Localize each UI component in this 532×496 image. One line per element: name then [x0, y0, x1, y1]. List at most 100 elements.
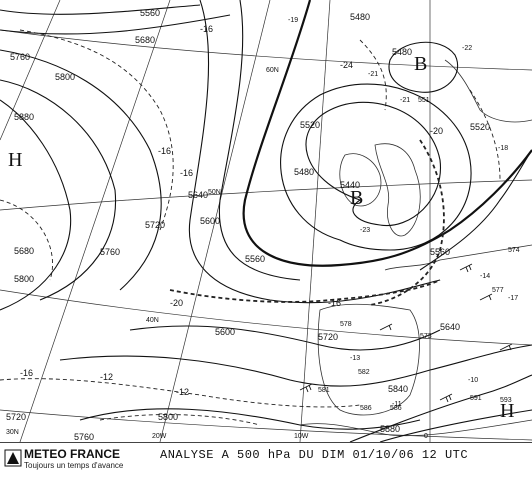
geopotential-label: 5840: [388, 384, 408, 394]
brand-name: METEO FRANCE: [24, 447, 120, 461]
parallel-30n: [0, 409, 532, 441]
station-label: -13: [350, 355, 360, 362]
contour-5560: [218, 0, 301, 281]
meridian-20w: [159, 0, 271, 442]
france-coast: [384, 244, 532, 271]
meridian-40w: [0, 0, 61, 141]
brand-tagline: Toujours un temps d'avance: [24, 461, 124, 470]
station-label: 591: [470, 395, 482, 402]
geopotential-label: 5480: [350, 12, 370, 22]
contour-5800-s: [79, 408, 421, 430]
meridian-10w: [299, 0, 331, 442]
geopotential-label: 5760: [100, 247, 120, 257]
station-label: -10: [468, 377, 478, 384]
geopotential-label: 5560: [245, 254, 265, 264]
low-center-ireland: B: [350, 187, 363, 209]
geopotential-label: 5560: [430, 247, 450, 257]
geopotential-label: 5600: [215, 327, 235, 337]
contour-5760: [59, 344, 532, 387]
geopotential-label: 5800: [55, 72, 75, 82]
geopotential-label: 5680: [14, 246, 34, 256]
weather-map: H B B H 5560 5760 5680 5800 5880 5680 58…: [0, 0, 532, 442]
station-label: 582: [358, 369, 370, 376]
wind-barb: [459, 263, 473, 273]
contour-5880-w: [0, 99, 72, 311]
contour-5800-w: [0, 79, 117, 301]
grid-label-0: 0: [424, 433, 428, 440]
temperature-label: -20: [430, 126, 443, 136]
station-label: 586: [360, 405, 372, 412]
station-label: -18: [498, 145, 508, 152]
station-label: -14: [480, 273, 490, 280]
temperature-label: -16: [180, 168, 193, 178]
meridian-30w: [19, 0, 171, 442]
contour-5480-low: [280, 83, 472, 251]
temperature-label: -20: [170, 298, 183, 308]
geopotential-label: 5640: [440, 322, 460, 332]
grid-label-30n: 30N: [6, 429, 19, 436]
graticule: [0, 0, 532, 442]
station-label: 578: [340, 321, 352, 328]
temperature-label: -24: [340, 60, 353, 70]
station-label: -11: [392, 401, 402, 408]
geopotential-label: 5720: [145, 220, 165, 230]
analysis-title: ANALYSE A 500 hPa DU DIM 01/10/06 12 UTC: [160, 448, 469, 462]
high-center-west: H: [8, 149, 22, 171]
geopotential-label: 5480: [392, 47, 412, 57]
geopotential-label: 5720: [318, 332, 338, 342]
grid-label-60n: 60N: [266, 67, 279, 74]
low-center-north: B: [414, 53, 427, 75]
station-label: 577: [492, 287, 504, 294]
temperature-label: -16: [158, 146, 171, 156]
wind-barb: [299, 383, 313, 393]
geopotential-label: 5800: [14, 274, 34, 284]
iberia-coast: [317, 303, 420, 416]
temperature-label: -16: [20, 368, 33, 378]
contour-5680: [129, 325, 441, 351]
station-label: -21: [368, 71, 378, 78]
geopotential-label: 5440: [340, 180, 360, 190]
geopotential-labels: 5560 5760 5680 5800 5880 5680 5800 5760 …: [6, 8, 490, 442]
parallel-40n: [0, 289, 532, 346]
temperature-isotherms: [0, 29, 501, 426]
isotherm-20-e: [469, 89, 501, 181]
map-footer: METEO FRANCE Toujours un temps d'avance …: [0, 442, 532, 496]
isotherm-12-w: [0, 199, 53, 281]
grid-label-10w: 10W: [294, 433, 309, 440]
station-labels: -19 -21 -22 -21 551 -23 -13 574 578 586 …: [288, 17, 520, 412]
map-canvas: H B B H 5560 5760 5680 5800 5880 5680 58…: [0, 0, 532, 442]
geopotential-label: 5800: [158, 412, 178, 422]
britain-coast: [374, 143, 421, 237]
station-label: -21: [400, 97, 410, 104]
grid-label-50n: 50N: [208, 189, 221, 196]
geopotential-label: 5760: [74, 432, 94, 442]
geopotential-label: 5760: [10, 52, 30, 62]
contour-5480-north-low: [388, 41, 459, 93]
contour-5600-e: [419, 149, 532, 271]
wind-barb: [379, 323, 393, 331]
station-label: 593: [500, 397, 512, 404]
station-label: -17: [508, 295, 518, 302]
wind-barbs: [299, 263, 513, 403]
parallel-50n: [0, 179, 532, 211]
contour-5840-s: [349, 374, 532, 442]
meteo-france-logo-icon: [4, 449, 22, 467]
contour-5600: [188, 0, 441, 304]
isotherm-12-s: [99, 414, 261, 426]
grid-label-40n: 40N: [146, 317, 159, 324]
geopotential-label: 5880: [14, 112, 34, 122]
parallel-60n: [0, 29, 532, 71]
contour-5560-n: [0, 4, 201, 15]
wind-barb: [499, 343, 513, 351]
contour-5520-bold: [242, 0, 532, 267]
africa-coast: [299, 419, 532, 437]
station-label: 574: [508, 247, 520, 254]
temperature-labels: -16 -16 -16 -24 -20 -20 -16 -12 -16 -12: [20, 24, 443, 397]
contour-5880-s: [379, 409, 532, 442]
contour-5440-low: [305, 101, 441, 227]
contour-5640-n: [0, 14, 231, 35]
grid-label-20w: 20W: [152, 433, 167, 440]
geopotential-label: 5640: [188, 190, 208, 200]
geopotential-label: 5720: [6, 412, 26, 422]
geopotential-label: 5520: [300, 120, 320, 130]
